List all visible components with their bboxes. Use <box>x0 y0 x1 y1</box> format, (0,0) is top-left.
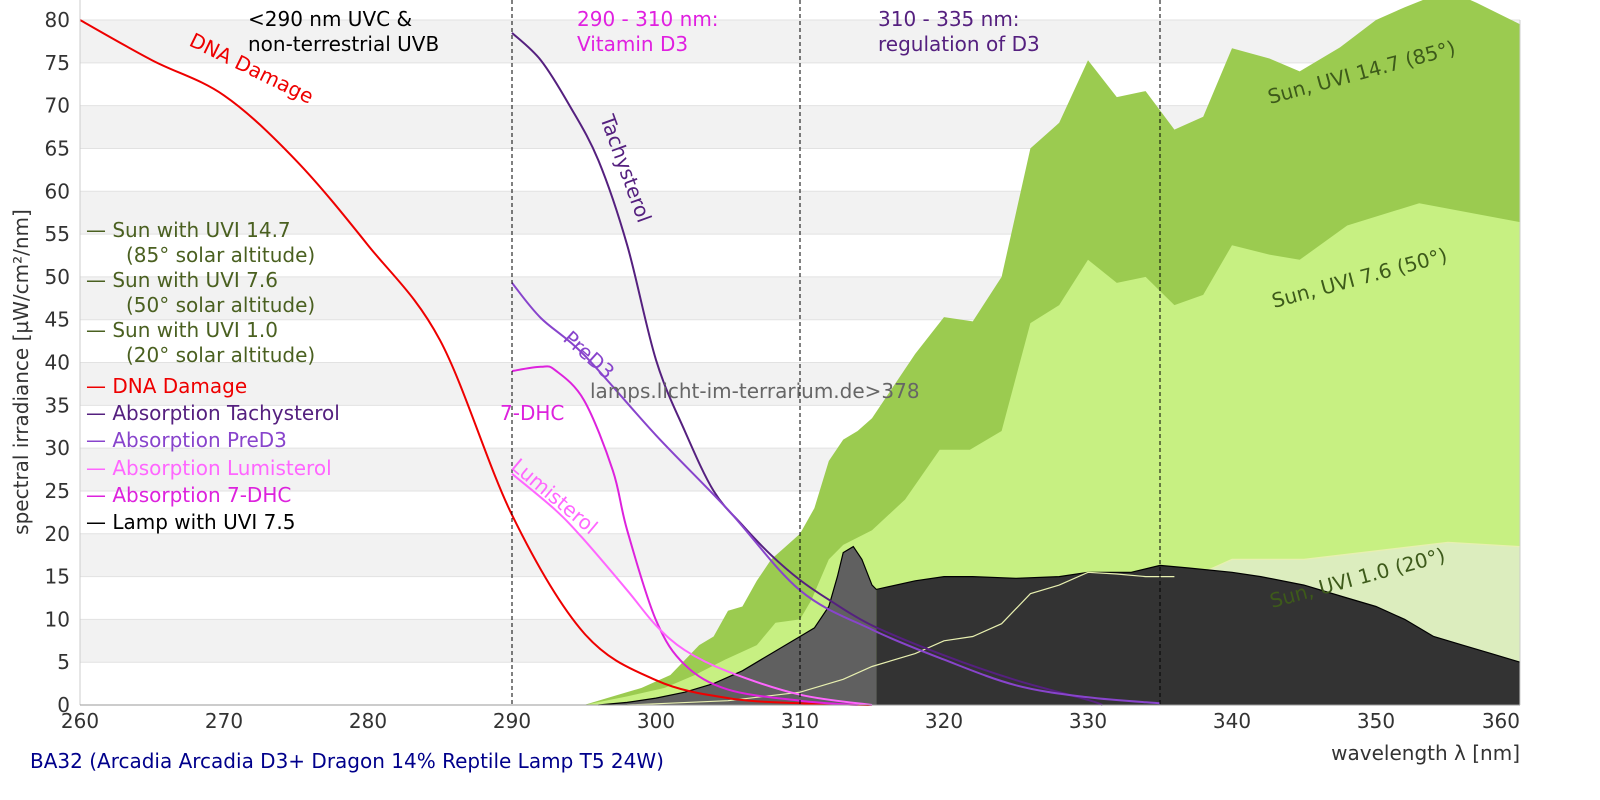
y-tick-label: 45 <box>45 308 70 332</box>
legend-entry: (20° solar altitude) <box>126 343 315 367</box>
legend-entry: — Sun with UVI 14.7 <box>86 218 291 242</box>
region-label: regulation of D3 <box>878 32 1040 56</box>
y-tick-label: 80 <box>45 8 70 32</box>
x-tick-label: 330 <box>1069 709 1107 733</box>
axes: 0 5 10 15 20 25 30 35 40 45 50 55 60 65 70 75 80 260 270 28… <box>45 0 1521 733</box>
x-tick-label: 360 <box>1482 709 1520 733</box>
region-label: <290 nm UVC & <box>248 7 412 31</box>
lamp-uvb-area <box>598 546 877 705</box>
line-pred3 <box>511 282 1161 705</box>
x-tick-label: 270 <box>205 709 243 733</box>
y-tick-label: 70 <box>45 94 70 118</box>
y-tick-label: 20 <box>45 522 70 546</box>
lamp-line <box>598 545 1521 706</box>
x-tick-label: 320 <box>925 709 963 733</box>
absorption-lines <box>79 19 1161 706</box>
x-tick-label: 350 <box>1357 709 1395 733</box>
x-axis-label: wavelength λ [nm] <box>1331 741 1520 765</box>
region-label: 310 - 335 nm: <box>878 7 1020 31</box>
legend-entry: — Absorption PreD3 <box>86 428 287 452</box>
y-tick-label: 0 <box>57 693 70 717</box>
legend-entry: — Absorption Lumisterol <box>86 456 332 480</box>
lamp-area <box>598 545 1521 706</box>
line-7-dhc <box>511 365 858 706</box>
legend-entry: — Absorption 7-DHC <box>86 483 291 507</box>
legend-entry: — Sun with UVI 1.0 <box>86 318 278 342</box>
sun-uvi1-line-over <box>627 571 1175 706</box>
grid-band <box>80 20 1520 63</box>
watermark: lamps.licht-im-terrarium.de>378 <box>590 379 920 403</box>
line-lumisterol <box>511 473 873 706</box>
x-tick-label: 340 <box>1213 709 1251 733</box>
curve-label: 7-DHC <box>500 401 564 425</box>
legend-entry: — Absorption Tachysterol <box>86 401 340 425</box>
region-label: 290 - 310 nm: <box>577 7 719 31</box>
x-tick-label: 300 <box>637 709 675 733</box>
lamp-uva-area <box>876 565 1520 705</box>
y-tick-label: 55 <box>45 222 70 246</box>
y-tick-label: 35 <box>45 393 70 417</box>
y-tick-label: 75 <box>45 51 70 75</box>
legend-entry: — DNA Damage <box>86 374 247 398</box>
y-tick-label: 40 <box>45 351 70 375</box>
y-tick-label: 65 <box>45 136 70 160</box>
y-tick-label: 60 <box>45 179 70 203</box>
y-tick-label: 50 <box>45 265 70 289</box>
region-dividers <box>511 0 1161 705</box>
x-tick-label: 310 <box>781 709 819 733</box>
legend-entry: (50° solar altitude) <box>126 293 315 317</box>
y-axis-label: spectral irradiance [µW/cm²/nm] <box>9 209 33 535</box>
region-label: Vitamin D3 <box>577 32 688 56</box>
legend-entry: (85° solar altitude) <box>126 243 315 267</box>
x-tick-label: 260 <box>61 709 99 733</box>
legend-entry: — Sun with UVI 7.6 <box>86 268 278 292</box>
legend-entry: — Lamp with UVI 7.5 <box>86 510 295 534</box>
region-label: non-terrestrial UVB <box>248 32 439 56</box>
line-dna-damage <box>79 19 873 706</box>
y-tick-label: 15 <box>45 565 70 589</box>
y-tick-label: 5 <box>57 650 70 674</box>
y-tick-label: 30 <box>45 436 70 460</box>
chart-title: BA32 (Arcadia Arcadia D3+ Dragon 14% Rep… <box>30 749 664 773</box>
y-tick-label: 10 <box>45 607 70 631</box>
x-tick-label: 280 <box>349 709 387 733</box>
x-tick-label: 290 <box>493 709 531 733</box>
y-tick-label: 25 <box>45 479 70 503</box>
